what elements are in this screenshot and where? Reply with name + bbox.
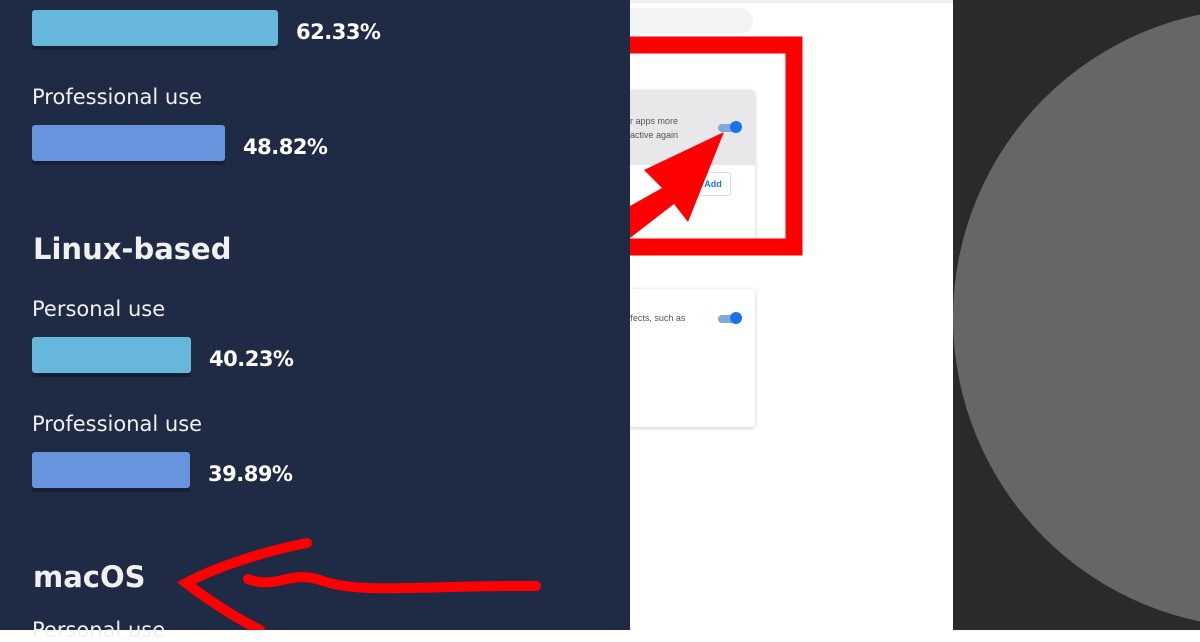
toggle-switch-1[interactable] bbox=[718, 121, 742, 133]
card1-text-1: r apps more bbox=[630, 116, 679, 126]
bar-windows-professional bbox=[32, 125, 225, 161]
red-highlight-box-icon bbox=[630, 36, 803, 256]
label-linux-professional: Professional use bbox=[32, 412, 203, 436]
label-windows-professional: Professional use bbox=[32, 85, 203, 109]
search-bar[interactable] bbox=[630, 8, 753, 34]
settings-card-2: ffects, such as bbox=[630, 289, 755, 427]
pct-windows-professional: 48.82% bbox=[243, 135, 328, 159]
dark-panel bbox=[953, 0, 1200, 630]
heading-macos: macOS bbox=[33, 560, 146, 594]
bar-windows-personal bbox=[32, 10, 278, 46]
pct-linux-personal: 40.23% bbox=[209, 347, 294, 371]
pct-windows-personal: 62.33% bbox=[296, 20, 381, 44]
pct-linux-professional: 39.89% bbox=[208, 462, 293, 486]
settings-screenshot: r apps more active again Add ffects, suc… bbox=[630, 0, 953, 630]
circle-shape bbox=[953, 8, 1200, 628]
usage-stats-panel: 62.33% Professional use 48.82% Linux-bas… bbox=[0, 0, 630, 642]
card1-text-2: active again bbox=[630, 130, 679, 140]
bar-linux-professional bbox=[32, 452, 190, 488]
red-arrow-annotation-icon bbox=[176, 538, 541, 630]
label-linux-personal: Personal use bbox=[32, 297, 166, 321]
bar-linux-personal bbox=[32, 337, 191, 373]
heading-linux: Linux-based bbox=[33, 232, 232, 266]
toggle-switch-2[interactable] bbox=[718, 312, 742, 324]
card2-text: ffects, such as bbox=[630, 313, 686, 323]
